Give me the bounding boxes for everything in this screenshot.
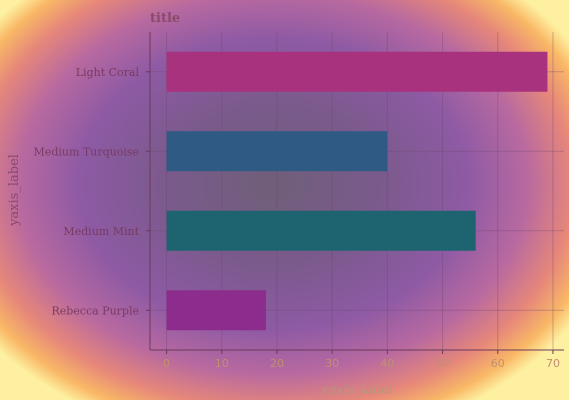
bar-medium-turquoise [166,131,388,172]
x-tick-label: 60 [491,357,505,370]
y-axis-label: yaxis_label [7,154,22,227]
bar-light-coral [166,51,548,92]
bar-medium-mint [166,210,476,251]
x-tick-label: 40 [380,357,394,370]
x-tick-label: 10 [215,357,229,370]
x-axis-label: xaxis_label [321,383,393,398]
y-tick-label: Medium Turquoise [34,145,139,158]
chart-title: title [150,11,180,26]
bars [166,51,548,331]
x-tick-labels: 0 10 20 30 40 50 60 70 [163,350,560,370]
x-tick-label: 70 [546,357,560,370]
x-tick-label: 20 [270,357,284,370]
y-tick-labels: Light Coral Medium Turquoise Medium Mint Re… [34,66,150,317]
bar-rebecca-purple [166,290,266,331]
y-tick-label: Rebecca Purple [51,304,139,317]
x-tick-label: 0 [163,357,170,370]
y-tick-label: Light Coral [76,66,140,79]
x-tick-label: 30 [325,357,339,370]
y-tick-label: Medium Mint [63,225,139,238]
x-tick-label: 50 [436,357,450,370]
